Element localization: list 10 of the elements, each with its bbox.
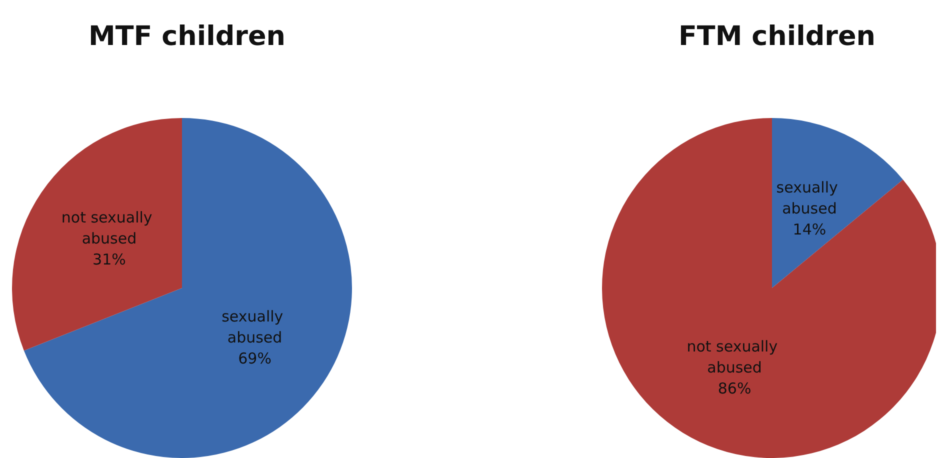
slice-label: not sexually abused (61, 208, 158, 248)
data-label: 14% (792, 220, 826, 238)
data-label: 86% (718, 380, 752, 398)
chart-title: MTF children (88, 21, 286, 52)
slice-label: sexually abused (222, 307, 288, 346)
data-label: 31% (92, 250, 126, 269)
slice-label: not sexually abused (686, 338, 782, 377)
chart-title: FTM children (678, 21, 876, 52)
slice-label: sexually abused (776, 178, 843, 218)
data-label: 69% (238, 349, 272, 368)
